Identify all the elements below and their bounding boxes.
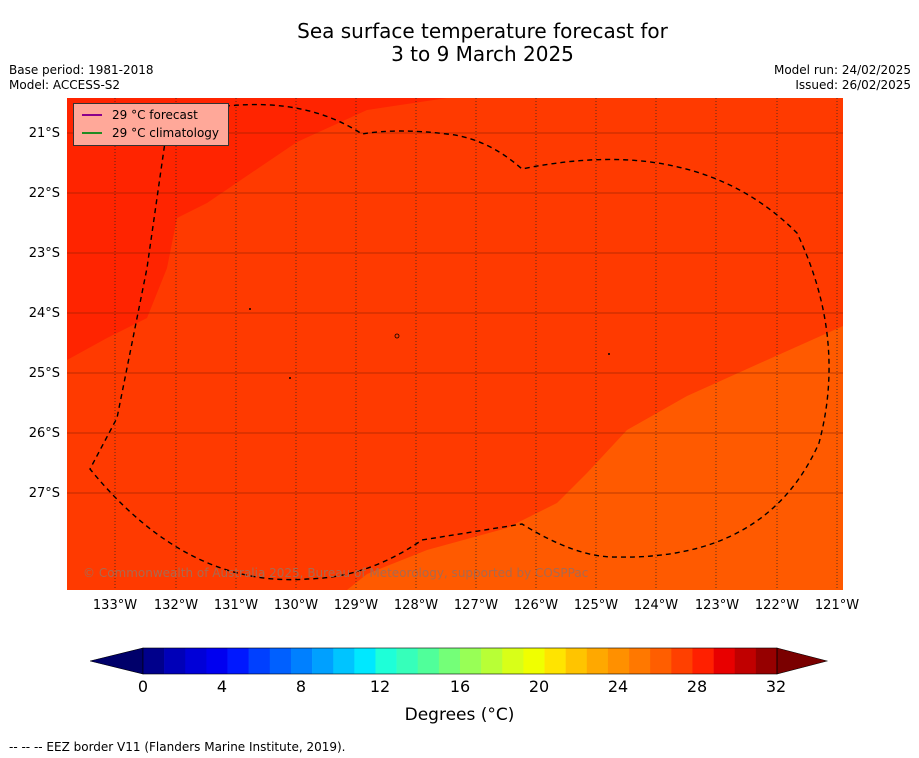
colorbar-cell bbox=[586, 648, 609, 674]
colorbar bbox=[90, 647, 829, 675]
lon-label: 131°W bbox=[213, 598, 259, 613]
colorbar-cell bbox=[650, 648, 672, 674]
lon-label: 130°W bbox=[273, 598, 319, 613]
lat-label: 27°S bbox=[28, 486, 60, 501]
colorbar-cell bbox=[417, 648, 440, 674]
colorbar-cell bbox=[333, 648, 355, 674]
copyright-notice: © Commonwealth of Australia 2025, Bureau… bbox=[83, 566, 589, 580]
colorbar-cell bbox=[185, 648, 207, 674]
sst-map bbox=[67, 98, 843, 590]
colorbar-cell bbox=[354, 648, 376, 674]
lon-label: 128°W bbox=[393, 598, 439, 613]
colorbar-tick: 20 bbox=[528, 677, 550, 696]
colorbar-tick: 4 bbox=[216, 677, 228, 696]
title-line-1: Sea surface temperature forecast for bbox=[297, 19, 668, 43]
colorbar-tick: 24 bbox=[607, 677, 629, 696]
colorbar-tick: 12 bbox=[369, 677, 391, 696]
colorbar-frame bbox=[142, 647, 778, 675]
colorbar-cell bbox=[290, 648, 313, 674]
model-run: Model run: 24/02/2025 bbox=[773, 63, 911, 77]
lon-label: 132°W bbox=[153, 598, 199, 613]
colorbar-title: Degrees (°C) bbox=[404, 705, 515, 725]
lat-label: 26°S bbox=[28, 426, 60, 441]
legend-climatology-line bbox=[82, 132, 102, 134]
legend-climatology-label: 29 °C climatology bbox=[112, 126, 220, 140]
colorbar-cell bbox=[565, 648, 588, 674]
lon-label: 127°W bbox=[453, 598, 499, 613]
lon-label: 126°W bbox=[513, 598, 559, 613]
colorbar-cell bbox=[523, 648, 545, 674]
colorbar-tick: 0 bbox=[137, 677, 149, 696]
colorbar-cells bbox=[90, 647, 829, 675]
colorbar-cell bbox=[713, 648, 736, 674]
lon-label: 122°W bbox=[754, 598, 800, 613]
map-gridlines bbox=[114, 98, 838, 590]
colorbar-tick: 28 bbox=[686, 677, 708, 696]
lon-label: 133°W bbox=[92, 598, 138, 613]
lon-label: 129°W bbox=[333, 598, 379, 613]
colorbar-cell bbox=[375, 648, 397, 674]
lon-label: 123°W bbox=[694, 598, 740, 613]
colorbar-cell bbox=[206, 648, 228, 674]
legend-forecast: 29 °C forecast bbox=[82, 107, 198, 123]
island bbox=[394, 333, 400, 339]
island bbox=[289, 377, 291, 379]
legend-forecast-label: 29 °C forecast bbox=[112, 108, 198, 122]
model-label: Model: ACCESS-S2 bbox=[9, 78, 121, 92]
colorbar-cell bbox=[629, 648, 651, 674]
colorbar-cell bbox=[248, 648, 271, 674]
colorbar-cell bbox=[269, 648, 292, 674]
map-legend: 29 °C forecast 29 °C climatology bbox=[73, 103, 229, 146]
colorbar-tick: 32 bbox=[765, 677, 787, 696]
colorbar-cell bbox=[692, 648, 714, 674]
colorbar-cell bbox=[396, 648, 419, 674]
colorbar-cell bbox=[502, 648, 524, 674]
colorbar-cell bbox=[607, 648, 630, 674]
lat-label: 23°S bbox=[28, 246, 60, 261]
colorbar-low-extension bbox=[90, 647, 144, 675]
eez-border bbox=[89, 103, 830, 581]
colorbar-tick: 16 bbox=[449, 677, 471, 696]
colorbar-cell bbox=[671, 648, 693, 674]
legend-forecast-line bbox=[82, 114, 102, 116]
lat-label: 25°S bbox=[28, 366, 60, 381]
lat-label: 21°S bbox=[28, 126, 60, 141]
colorbar-cell bbox=[164, 648, 186, 674]
colorbar-cell bbox=[143, 648, 165, 674]
colorbar-cell bbox=[312, 648, 334, 674]
issued-date: Issued: 26/02/2025 bbox=[795, 78, 911, 92]
colorbar-cell bbox=[734, 648, 757, 674]
legend-climatology: 29 °C climatology bbox=[82, 125, 219, 141]
colorbar-cell bbox=[227, 648, 249, 674]
colorbar-cell bbox=[544, 648, 566, 674]
lon-label: 121°W bbox=[814, 598, 860, 613]
lon-label: 125°W bbox=[573, 598, 619, 613]
lat-label: 24°S bbox=[28, 306, 60, 321]
colorbar-tick: 8 bbox=[295, 677, 307, 696]
lat-label: 22°S bbox=[28, 186, 60, 201]
colorbar-cell bbox=[481, 648, 503, 674]
base-period: Base period: 1981-2018 bbox=[9, 63, 154, 77]
island bbox=[608, 353, 610, 355]
cool-region bbox=[347, 326, 843, 590]
colorbar-cell bbox=[460, 648, 482, 674]
island bbox=[249, 308, 251, 310]
title-line-2: 3 to 9 March 2025 bbox=[391, 42, 574, 66]
eez-footnote: -- -- -- EEZ border V11 (Flanders Marine… bbox=[9, 740, 346, 754]
colorbar-cell bbox=[438, 648, 461, 674]
lon-label: 124°W bbox=[633, 598, 679, 613]
colorbar-cell bbox=[755, 648, 778, 674]
warm-region bbox=[67, 98, 447, 360]
colorbar-high-extension bbox=[776, 647, 829, 675]
